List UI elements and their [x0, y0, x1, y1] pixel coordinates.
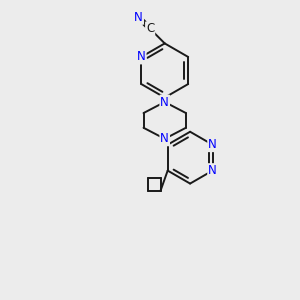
Text: N: N: [134, 11, 143, 24]
Text: N: N: [208, 164, 217, 177]
Text: N: N: [160, 95, 169, 109]
Text: C: C: [146, 22, 154, 35]
Text: N: N: [208, 138, 217, 151]
Text: N: N: [137, 50, 146, 64]
Text: N: N: [160, 132, 169, 145]
